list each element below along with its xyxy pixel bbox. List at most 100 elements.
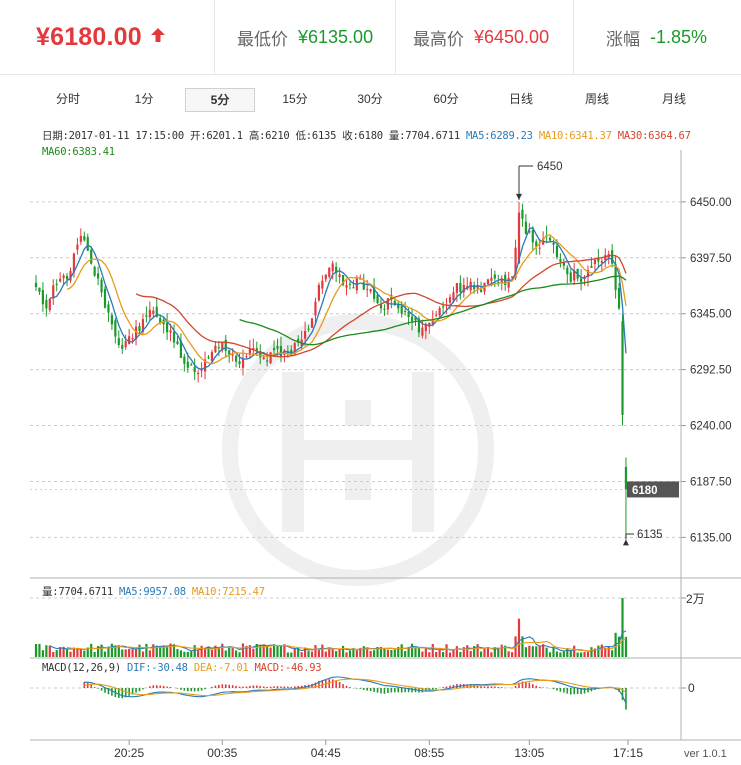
candle-body bbox=[359, 278, 362, 280]
candle-body bbox=[486, 279, 490, 285]
time-tick-label: 13:05 bbox=[514, 746, 544, 760]
candle-body bbox=[404, 310, 407, 312]
candle-body bbox=[100, 279, 103, 293]
candle-body bbox=[428, 322, 431, 327]
tab-15min[interactable]: 15分 bbox=[282, 92, 308, 106]
header-divider bbox=[214, 0, 215, 74]
candle-body bbox=[93, 266, 96, 276]
volume-bar bbox=[393, 649, 396, 657]
candle-body bbox=[552, 243, 555, 245]
candle-body bbox=[34, 282, 38, 288]
volume-bar bbox=[435, 651, 438, 657]
volume-bar bbox=[335, 651, 338, 657]
candle-body bbox=[376, 294, 379, 304]
tab-weekly[interactable]: 周线 bbox=[584, 92, 609, 106]
candle-body bbox=[65, 275, 69, 280]
candle-body bbox=[338, 274, 341, 278]
volume-bar bbox=[379, 646, 383, 657]
volume-bar bbox=[90, 643, 93, 657]
volume-bar bbox=[186, 651, 189, 657]
candle-body bbox=[59, 278, 62, 282]
volume-bar bbox=[272, 644, 276, 657]
candle-body bbox=[276, 346, 279, 349]
tab-monthly[interactable]: 月线 bbox=[661, 92, 686, 106]
candle-body bbox=[79, 235, 82, 242]
time-axis-ticks: 20:25 00:35 04:45 08:55 13:05 17:15 bbox=[114, 740, 643, 760]
volume-bar bbox=[304, 647, 307, 657]
volume-bar bbox=[317, 649, 320, 657]
volume-bar bbox=[410, 643, 414, 657]
candle-body bbox=[255, 348, 258, 351]
candle-body bbox=[207, 357, 210, 359]
volume-bar bbox=[552, 647, 555, 657]
candle-body bbox=[604, 255, 607, 261]
macd-axis-zero-label: 0 bbox=[688, 681, 695, 695]
volume-bar bbox=[597, 645, 600, 657]
high-annotation-label: 6450 bbox=[537, 161, 563, 173]
volume-bar bbox=[390, 649, 393, 657]
volume-bar bbox=[45, 645, 48, 657]
volume-bar bbox=[345, 652, 348, 657]
candle-body bbox=[379, 304, 383, 309]
volume-bar bbox=[479, 651, 483, 657]
volume-bar bbox=[362, 646, 365, 657]
volume-bar bbox=[248, 645, 251, 657]
tab-1min[interactable]: 1分 bbox=[134, 92, 154, 106]
volume-bar bbox=[52, 651, 55, 657]
candle-body bbox=[341, 275, 345, 285]
tab-60min[interactable]: 60分 bbox=[433, 92, 459, 106]
candle-body bbox=[152, 310, 155, 314]
volume-bar bbox=[166, 647, 169, 657]
volume-bar bbox=[417, 647, 421, 657]
volume-bar bbox=[545, 647, 548, 657]
candle-body bbox=[262, 357, 265, 360]
volume-bar bbox=[500, 644, 503, 657]
volume-bar bbox=[355, 650, 358, 657]
tab-daily[interactable]: 日线 bbox=[508, 92, 533, 106]
candle-body bbox=[297, 338, 300, 343]
tab-intraday[interactable]: 分时 bbox=[55, 92, 80, 106]
volume-bar bbox=[421, 651, 424, 657]
candle-body bbox=[328, 267, 331, 277]
volume-bar bbox=[121, 649, 124, 657]
volume-bar bbox=[473, 646, 476, 657]
candle-body bbox=[383, 308, 386, 310]
moving-average-lines bbox=[49, 226, 627, 370]
candle-body bbox=[455, 283, 458, 293]
volume-bar bbox=[476, 644, 479, 657]
volume-ma10-line bbox=[66, 638, 627, 652]
volume-bar bbox=[511, 652, 514, 657]
candle-body bbox=[241, 359, 245, 368]
tab-30min[interactable]: 30分 bbox=[357, 92, 383, 106]
candle-body bbox=[352, 287, 355, 289]
tab-5min[interactable]: 5分 bbox=[185, 88, 255, 112]
candle-body bbox=[117, 338, 120, 346]
high-price-value: ¥6450.00 bbox=[474, 26, 550, 47]
candle-body bbox=[521, 209, 524, 219]
volume-info-value: 量:7704.6711 bbox=[42, 586, 113, 598]
candle-body bbox=[269, 352, 272, 364]
candle-body bbox=[86, 237, 89, 251]
volume-bar bbox=[314, 645, 317, 657]
macd-info-label: MACD(12,26,9) bbox=[42, 662, 121, 674]
candle-body bbox=[490, 277, 493, 281]
candle-body bbox=[304, 330, 307, 339]
low-annotation-arrow bbox=[622, 539, 629, 546]
candle-body bbox=[235, 355, 238, 362]
volume-bar bbox=[228, 646, 231, 657]
low-annotation-label: 6135 bbox=[637, 529, 663, 541]
candle-body bbox=[535, 241, 538, 247]
candle-body bbox=[283, 350, 286, 355]
volume-bar bbox=[576, 652, 579, 657]
volume-bar bbox=[359, 647, 362, 657]
volume-bar bbox=[169, 643, 172, 657]
volume-bar bbox=[128, 648, 131, 657]
low-price-value: ¥6135.00 bbox=[298, 26, 374, 47]
info-ma5: MA5:6289.23 bbox=[465, 130, 533, 142]
candle-body bbox=[141, 319, 145, 332]
volume-bar bbox=[38, 643, 41, 657]
price-tick-label: 6292.50 bbox=[690, 365, 732, 377]
volume-bar bbox=[341, 645, 345, 657]
volume-bar bbox=[190, 651, 193, 657]
